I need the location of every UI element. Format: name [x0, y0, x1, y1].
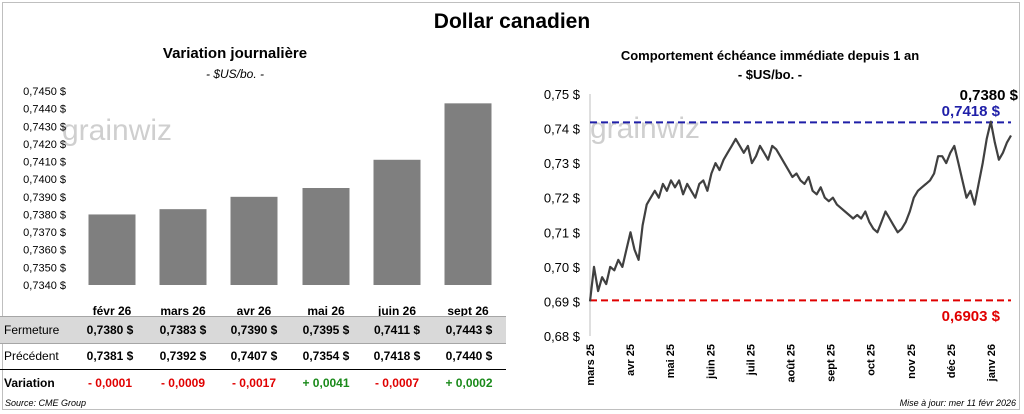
y-tick-label: 0,74 $	[544, 122, 581, 137]
bar-chart: grainwiz 0,7340 $ 0,7350 $ 0,7360 $ 0,7370 …	[23, 86, 492, 318]
prev-cell: 0,7354 $	[302, 349, 350, 363]
change-cell: - 0,0001	[87, 376, 133, 390]
high-value-label: 0,7418 $	[942, 103, 1001, 120]
x-tick-label: mai 25	[665, 344, 677, 378]
prev-cell: 0,7418 $	[373, 349, 421, 363]
y-tick-label: 0,7410 $	[23, 157, 66, 169]
x-tick-label: févr 26	[93, 304, 132, 318]
y-tick-label: 0,72 $	[544, 191, 581, 206]
table-row-prev: Précédent 0,7381 $ 0,7392 $ 0,7407 $ 0,7…	[0, 343, 506, 370]
y-tick-label: 0,71 $	[544, 225, 581, 240]
watermark: grainwiz	[62, 114, 172, 147]
x-tick-label: juin 26	[377, 304, 416, 318]
close-cell: 0,7395 $	[302, 323, 350, 337]
change-cell: - 0,0017	[231, 376, 277, 390]
close-cell: 0,7383 $	[159, 323, 207, 337]
y-tick-label: 0,7340 $	[23, 280, 66, 292]
x-tick-label: oct 25	[866, 344, 878, 376]
bar	[159, 209, 207, 285]
x-tick-label: sept 25	[826, 344, 838, 382]
watermark: grainwiz	[590, 112, 700, 145]
x-tick-label: déc 25	[946, 344, 958, 378]
left-chart-unit: - $US/bo. -	[205, 67, 265, 81]
x-tick-label: avr 26	[237, 304, 272, 318]
y-tick-label: 0,68 $	[544, 329, 581, 344]
x-tick-label: janv 26	[986, 344, 998, 382]
low-value-label: 0,6903 $	[942, 308, 1001, 325]
bar	[302, 188, 350, 285]
y-tick-label: 0,69 $	[544, 294, 581, 309]
y-tick-label: 0,7390 $	[23, 192, 66, 204]
y-tick-label: 0,7380 $	[23, 209, 66, 221]
x-tick-label: nov 25	[906, 344, 918, 379]
x-tick-label: juil 25	[745, 344, 757, 376]
bar	[444, 103, 492, 285]
line-chart: grainwiz 0,68 $ 0,69 $ 0,70 $ 0,71 $ 0,72 $ 0…	[544, 87, 1019, 386]
close-cell: 0,7380 $	[86, 323, 134, 337]
table-row-change: Variation - 0,0001 - 0,0009 - 0,0017 + 0…	[0, 370, 506, 396]
y-tick-label: 0,7430 $	[23, 121, 66, 133]
bar	[88, 214, 136, 285]
close-cell: 0,7390 $	[230, 323, 278, 337]
x-tick-label: août 25	[786, 344, 798, 383]
change-cell: - 0,0007	[374, 376, 420, 390]
source-note: Source: CME Group	[5, 398, 87, 408]
y-tick-label: 0,7370 $	[23, 227, 66, 239]
y-tick-label: 0,7440 $	[23, 104, 66, 116]
bar	[373, 159, 421, 285]
last-value-label: 0,7380 $	[960, 87, 1019, 104]
y-tick-label: 0,73 $	[544, 156, 581, 171]
prev-cell: 0,7440 $	[445, 349, 493, 363]
change-cell: + 0,0041	[302, 376, 350, 390]
y-tick-label: 0,7420 $	[23, 139, 66, 151]
row-label-close: Fermeture	[4, 323, 60, 337]
panel-frame	[2, 2, 1020, 410]
table-row-close: Fermeture 0,7380 $ 0,7383 $ 0,7390 $ 0,7…	[0, 316, 506, 344]
x-tick-label: sept 26	[447, 304, 489, 318]
y-tick-label: 0,7400 $	[23, 174, 66, 186]
x-tick-label: mars 25	[585, 344, 597, 386]
y-tick-label: 0,75 $	[544, 87, 581, 102]
left-chart-title: Variation journalière	[162, 45, 308, 62]
y-tick-label: 0,7450 $	[23, 86, 66, 98]
prev-cell: 0,7381 $	[86, 349, 134, 363]
y-tick-label: 0,70 $	[544, 260, 581, 275]
prev-cell: 0,7392 $	[159, 349, 207, 363]
update-note: Mise à jour: mer 11 févr 2026	[899, 398, 1016, 408]
y-tick-label: 0,7360 $	[23, 245, 66, 257]
x-tick-label: mai 26	[307, 304, 345, 318]
page-title: Dollar canadien	[433, 10, 591, 33]
row-label-prev: Précédent	[4, 349, 59, 363]
x-tick-label: mars 26	[160, 304, 206, 318]
price-series-line	[588, 120, 1012, 302]
close-cell: 0,7443 $	[445, 323, 493, 337]
change-cell: - 0,0009	[160, 376, 206, 390]
change-cell: + 0,0002	[445, 376, 493, 390]
prev-cell: 0,7407 $	[230, 349, 278, 363]
right-chart-unit: - $US/bo. -	[737, 67, 803, 82]
right-chart-title: Comportement échéance immédiate depuis 1…	[620, 48, 920, 63]
x-tick-label: avr 25	[625, 344, 637, 376]
bar	[230, 196, 278, 285]
y-tick-label: 0,7350 $	[23, 262, 66, 274]
x-tick-label: juin 25	[705, 344, 717, 380]
row-label-change: Variation	[4, 376, 55, 390]
close-cell: 0,7411 $	[373, 323, 421, 337]
